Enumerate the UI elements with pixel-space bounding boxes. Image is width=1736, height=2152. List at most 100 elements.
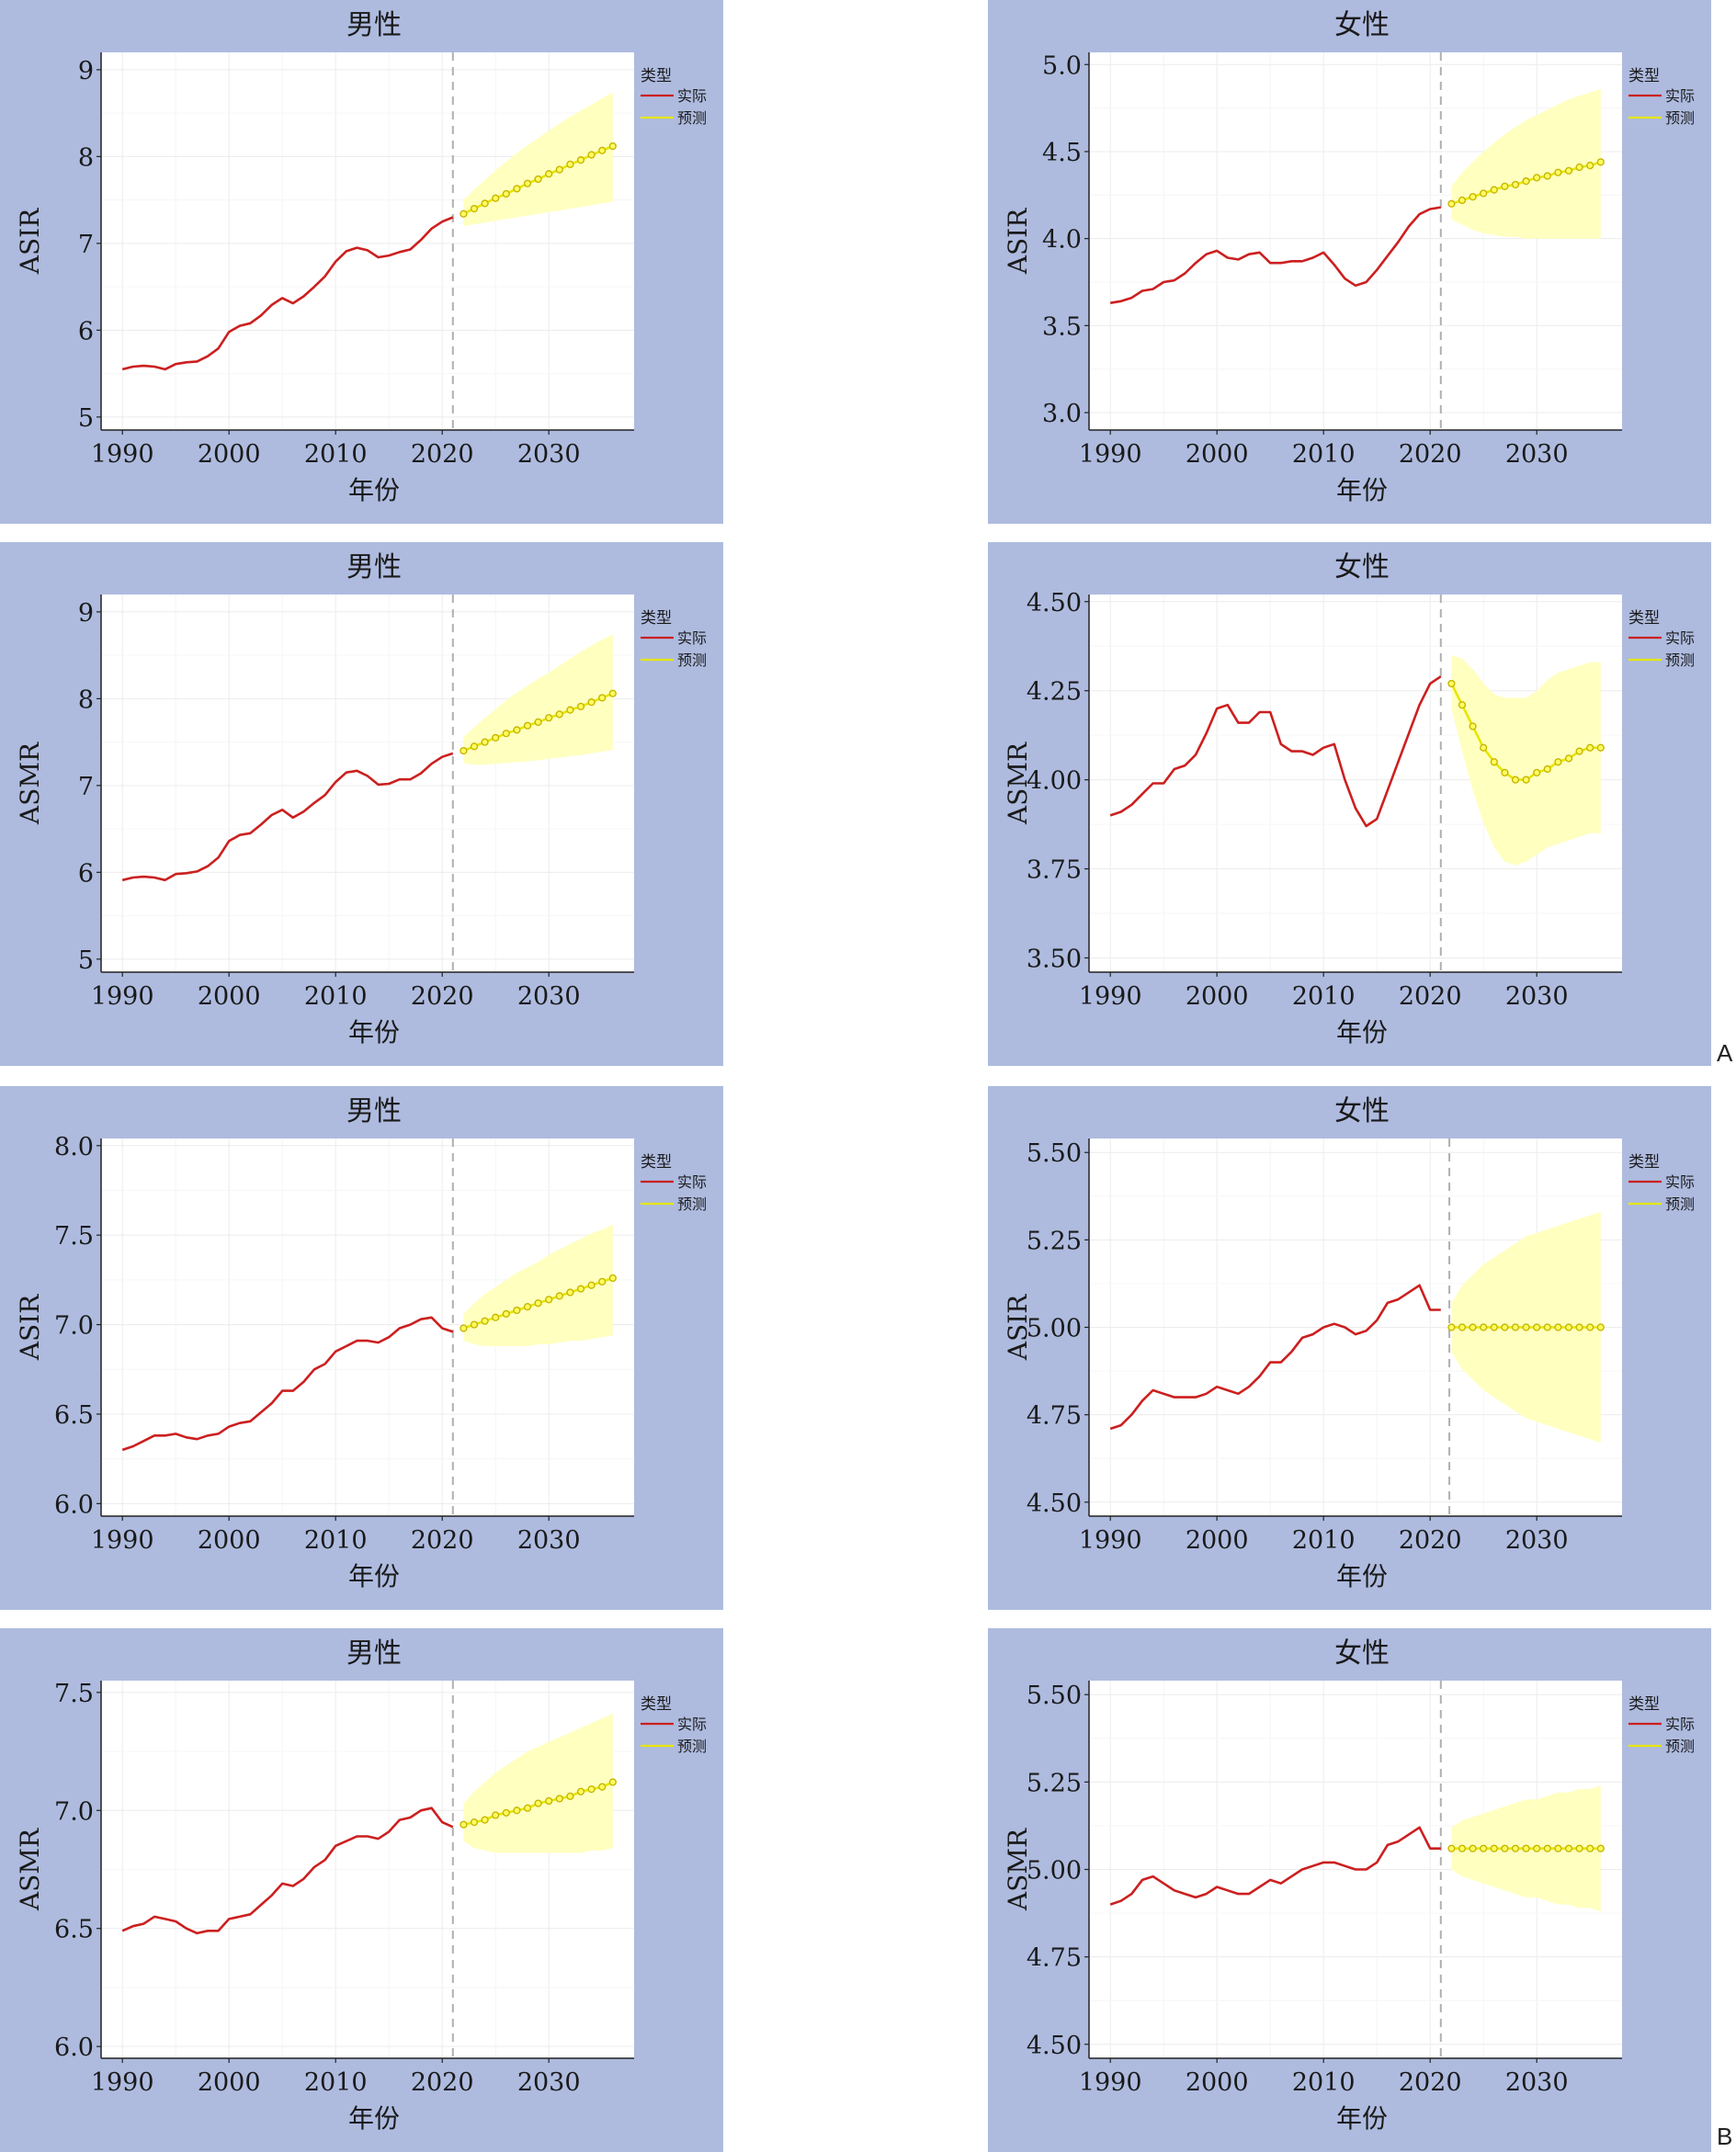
forecast-point xyxy=(587,1785,596,1794)
y-tick-label: 4.50 xyxy=(1027,2032,1082,2060)
forecast-point xyxy=(470,1818,479,1827)
forecast-point xyxy=(555,710,563,719)
x-tick-label: 2000 xyxy=(198,1526,261,1555)
forecast-point xyxy=(1575,747,1583,755)
forecast-point xyxy=(587,151,596,159)
chart-panel-female-asir-b: 1990 2000 2010 2020 2030 4.50 4.75 5.00 5.25 5.50… xyxy=(988,1086,1711,1610)
forecast-point xyxy=(492,1811,500,1819)
forecast-point xyxy=(470,742,479,751)
forecast-point xyxy=(1511,776,1520,784)
y-tick-label: 7.5 xyxy=(54,1680,94,1708)
chart-panel-male-asir-a: 1990 2000 2010 2020 2030 5 6 7 8 9 男性 年份 ASIR 类型 实际 预测 xyxy=(0,0,723,524)
forecast-point xyxy=(1501,182,1509,190)
y-tick-label: 5.25 xyxy=(1027,1227,1082,1255)
y-tick-label: 9 xyxy=(78,599,94,628)
forecast-point xyxy=(481,199,489,208)
forecast-point xyxy=(1533,1323,1541,1331)
x-tick-label: 2020 xyxy=(411,1526,474,1555)
forecast-point xyxy=(1533,1844,1541,1852)
chart-title: 女性 xyxy=(1334,551,1390,583)
x-tick-label: 2030 xyxy=(517,440,581,469)
legend-title: 类型 xyxy=(641,1153,672,1172)
y-tick-label: 5.0 xyxy=(1042,51,1082,80)
x-tick-label: 2000 xyxy=(1186,2068,1249,2097)
x-tick-label: 2020 xyxy=(411,2068,474,2097)
y-tick-label: 7.0 xyxy=(54,1312,94,1341)
forecast-point xyxy=(555,165,563,174)
forecast-point xyxy=(1522,177,1530,186)
chart-title: 男性 xyxy=(346,551,402,583)
chart-svg: 1990 2000 2010 2020 2030 4.50 4.75 5.00 5.25 5.50… xyxy=(1003,1637,1695,2134)
y-axis-label: ASIR xyxy=(15,1294,45,1361)
chart-panel-male-asmr-b: 1990 2000 2010 2020 2030 6.0 6.5 7.0 7.5 男性 年份 ASMR… xyxy=(0,1628,723,2152)
y-tick-label: 5 xyxy=(78,404,94,433)
forecast-point xyxy=(534,718,542,726)
forecast-point xyxy=(460,746,468,755)
forecast-point xyxy=(513,726,521,734)
chart-panel-male-asmr-a: 1990 2000 2010 2020 2030 5 6 7 8 9 男性 年份 ASMR 类型 实际 预测 xyxy=(0,542,723,1066)
y-tick-label: 6.5 xyxy=(54,1916,94,1944)
forecast-point xyxy=(534,175,542,184)
chart-panel-female-asmr-b: 1990 2000 2010 2020 2030 4.50 4.75 5.00 5.25 5.50… xyxy=(988,1628,1711,2152)
forecast-point xyxy=(1554,168,1562,176)
chart-panel-male-asir-b: 1990 2000 2010 2020 2030 6.0 6.5 7.0 7.5 8.0 男性 年份 A… xyxy=(0,1086,723,1610)
forecast-point xyxy=(555,1795,563,1803)
forecast-point xyxy=(576,156,585,164)
legend-title: 类型 xyxy=(1628,609,1660,628)
x-tick-label: 1990 xyxy=(91,2068,154,2097)
y-axis-label: ASIR xyxy=(1003,208,1033,275)
forecast-point xyxy=(1490,1844,1498,1852)
forecast-point xyxy=(1596,1323,1605,1331)
legend-actual-label: 实际 xyxy=(677,1173,707,1191)
y-tick-label: 5 xyxy=(78,946,94,975)
x-tick-label: 2020 xyxy=(411,440,474,469)
forecast-point xyxy=(513,185,521,193)
y-tick-label: 6 xyxy=(78,317,94,345)
actual-series-line xyxy=(1109,206,1442,304)
forecast-point xyxy=(587,698,596,707)
forecast-point xyxy=(1458,196,1467,205)
forecast-point xyxy=(492,194,500,202)
x-tick-label: 2030 xyxy=(517,982,581,1011)
forecast-point xyxy=(545,1796,553,1806)
forecast-point xyxy=(502,1309,510,1318)
y-tick-label: 7 xyxy=(78,231,94,259)
legend-title: 类型 xyxy=(641,67,672,85)
y-tick-label: 6 xyxy=(78,859,94,888)
forecast-point xyxy=(1447,679,1456,688)
forecast-point xyxy=(481,738,489,746)
x-tick-label: 2010 xyxy=(1292,440,1356,469)
forecast-point xyxy=(523,1302,532,1311)
x-tick-label: 1990 xyxy=(1079,1526,1142,1555)
x-tick-label: 2010 xyxy=(304,440,368,469)
x-axis-label: 年份 xyxy=(1336,1017,1388,1048)
forecast-point xyxy=(481,1816,489,1824)
forecast-point xyxy=(1458,701,1467,709)
chart-title: 男性 xyxy=(346,9,402,41)
x-tick-label: 2020 xyxy=(1399,1526,1462,1555)
y-tick-label: 6.5 xyxy=(54,1401,94,1430)
legend-actual-label: 实际 xyxy=(1665,87,1695,105)
y-tick-label: 5.25 xyxy=(1027,1769,1082,1797)
x-tick-label: 1990 xyxy=(91,1526,154,1555)
x-tick-label: 2010 xyxy=(1292,982,1356,1011)
legend-title: 类型 xyxy=(641,609,672,628)
legend-forecast-label: 预测 xyxy=(677,651,707,669)
figure-label-b: B xyxy=(1717,2123,1733,2150)
forecast-interval-band xyxy=(1451,88,1601,239)
actual-series-line xyxy=(121,1316,454,1452)
forecast-point xyxy=(566,706,574,714)
forecast-point xyxy=(534,1299,542,1308)
actual-series-line xyxy=(121,216,454,371)
legend-actual-label: 实际 xyxy=(677,1716,707,1733)
forecast-point xyxy=(1469,1323,1477,1331)
y-tick-label: 8 xyxy=(78,685,94,714)
actual-series-line xyxy=(1109,1826,1441,1906)
forecast-point xyxy=(1480,743,1488,752)
